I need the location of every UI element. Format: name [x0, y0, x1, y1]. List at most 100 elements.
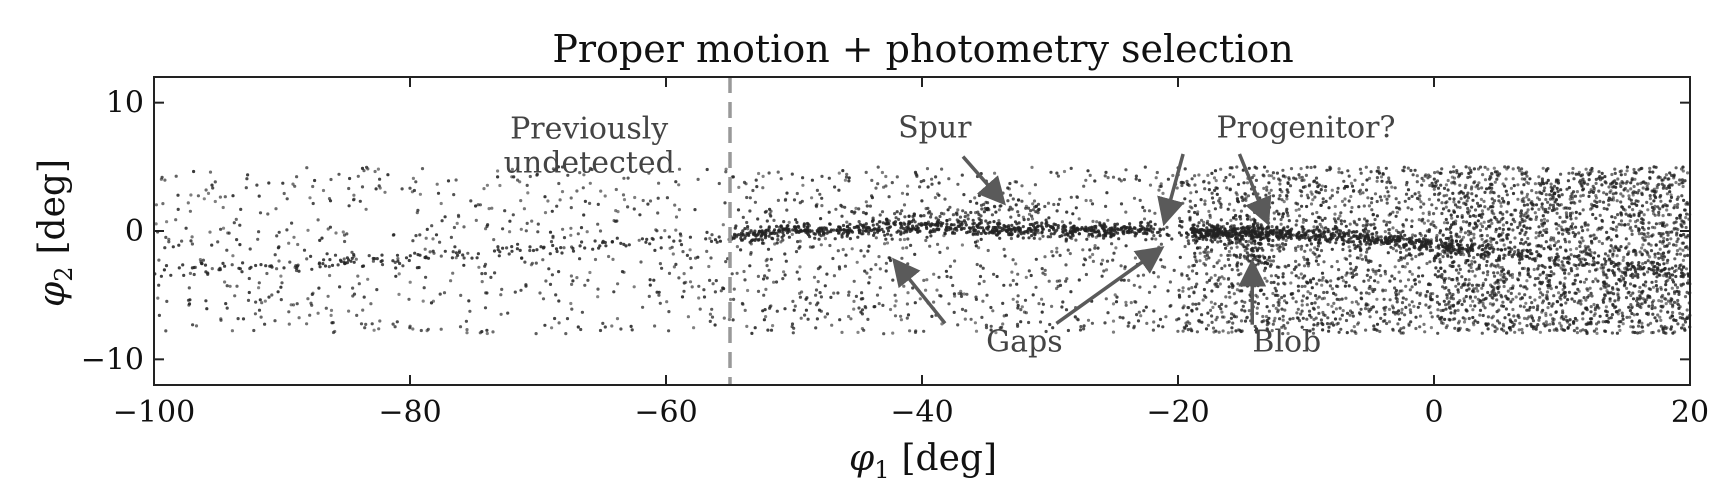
data-point — [1391, 226, 1395, 230]
data-point — [630, 328, 634, 332]
data-point — [721, 223, 725, 227]
data-point — [1658, 240, 1662, 244]
data-point — [490, 206, 494, 210]
data-point — [1204, 327, 1209, 331]
data-point — [1383, 194, 1387, 198]
data-point — [994, 331, 998, 335]
data-point — [1393, 186, 1397, 190]
data-point — [1179, 233, 1183, 237]
data-point — [1353, 268, 1357, 272]
data-point — [350, 250, 354, 254]
data-point — [1343, 219, 1347, 223]
data-point — [1158, 184, 1162, 189]
data-point — [1491, 323, 1495, 327]
data-point — [1480, 331, 1484, 335]
data-point — [1472, 232, 1476, 236]
data-point — [1461, 220, 1466, 224]
data-point — [1197, 221, 1201, 225]
data-point — [519, 227, 523, 231]
data-point — [163, 246, 167, 250]
data-point — [652, 278, 656, 282]
data-point — [1298, 214, 1302, 218]
data-point — [1531, 202, 1535, 206]
data-point — [765, 219, 769, 223]
data-point — [1646, 312, 1650, 317]
data-point — [1573, 278, 1577, 282]
data-point — [1267, 181, 1271, 185]
data-point — [1466, 246, 1470, 250]
data-point — [974, 295, 978, 299]
data-point — [793, 304, 797, 308]
data-point — [1466, 283, 1470, 287]
data-point — [1648, 197, 1652, 201]
data-point — [223, 280, 227, 284]
data-point — [404, 256, 409, 260]
data-point — [1520, 229, 1524, 233]
data-point — [1581, 239, 1585, 243]
data-point — [1239, 319, 1244, 323]
data-point — [1630, 202, 1634, 206]
data-point — [316, 218, 320, 222]
data-point — [1672, 300, 1677, 304]
data-point — [1540, 202, 1544, 206]
data-point — [1568, 318, 1572, 322]
data-point — [1467, 316, 1471, 321]
data-point — [644, 240, 648, 244]
data-point — [1203, 294, 1207, 298]
data-point — [1231, 321, 1235, 325]
data-point — [524, 283, 528, 287]
data-point — [1342, 179, 1346, 183]
data-point — [1652, 187, 1656, 191]
data-point — [1657, 256, 1661, 260]
data-point — [1491, 250, 1495, 254]
data-point — [1441, 308, 1445, 312]
data-point — [583, 246, 587, 250]
data-point — [1611, 303, 1615, 308]
data-point — [1476, 297, 1480, 301]
data-point — [1523, 177, 1527, 181]
data-point — [171, 245, 175, 249]
data-point — [1349, 210, 1353, 214]
data-point — [741, 302, 745, 306]
data-point — [1236, 268, 1240, 272]
data-point — [1016, 272, 1020, 276]
data-point — [1682, 232, 1686, 237]
data-point — [219, 227, 223, 231]
data-point — [226, 231, 230, 235]
data-point — [975, 262, 979, 267]
data-point — [1638, 331, 1642, 335]
data-point — [1423, 330, 1427, 334]
data-point — [1621, 194, 1625, 198]
data-point — [1193, 255, 1197, 259]
data-point — [189, 239, 193, 243]
data-point — [1159, 182, 1163, 186]
data-point — [1439, 171, 1443, 175]
data-point — [1585, 331, 1589, 335]
data-point — [1444, 217, 1448, 222]
data-point — [1677, 290, 1681, 294]
data-point — [1556, 239, 1561, 243]
data-point — [1672, 227, 1676, 231]
data-point — [1082, 327, 1086, 331]
data-point — [1652, 212, 1656, 216]
data-point — [1611, 254, 1615, 258]
data-point — [576, 232, 580, 236]
data-point — [1317, 295, 1321, 299]
data-point — [1383, 308, 1387, 312]
data-point — [1314, 190, 1318, 194]
data-point — [1394, 228, 1399, 233]
data-point — [1193, 183, 1197, 187]
data-point — [598, 328, 603, 333]
data-point — [1365, 250, 1369, 254]
data-point — [1344, 280, 1348, 284]
data-point — [1401, 229, 1405, 233]
data-point — [1571, 171, 1575, 175]
data-point — [1561, 220, 1565, 224]
data-point — [1658, 207, 1662, 211]
data-point — [1530, 301, 1534, 305]
data-point — [1422, 221, 1426, 225]
data-point — [1321, 310, 1325, 315]
data-point — [1124, 168, 1128, 172]
data-point — [588, 201, 592, 205]
data-point — [1428, 304, 1432, 308]
